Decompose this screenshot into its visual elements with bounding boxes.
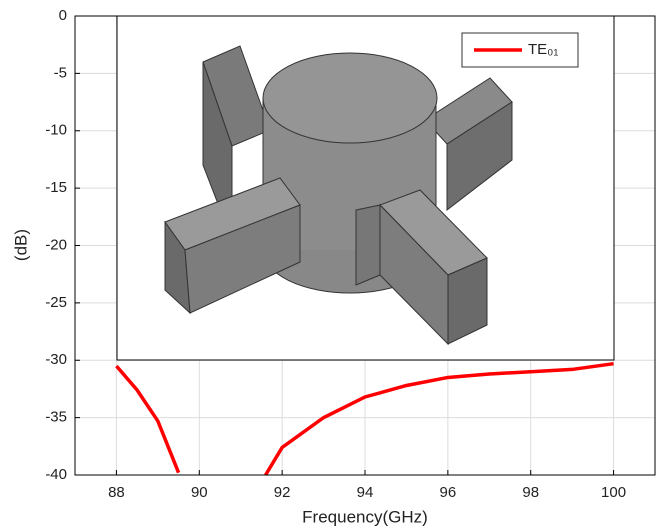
x-tick-label: 94 bbox=[357, 484, 374, 501]
y-axis-label: (dB) bbox=[11, 229, 30, 261]
x-tick-label: 100 bbox=[601, 484, 626, 501]
x-tick-label: 88 bbox=[108, 484, 125, 501]
y-tick-label: -25 bbox=[45, 294, 67, 311]
y-tick-label: 0 bbox=[59, 7, 67, 24]
y-tick-label: -15 bbox=[45, 179, 67, 196]
y-tick-label: -35 bbox=[45, 409, 67, 426]
inset-image bbox=[117, 16, 614, 360]
chart: TE₀₁ Frequency(GHz) (dB) 0 -5 -10 -15 -20 -25… bbox=[0, 0, 666, 532]
legend: TE₀₁ bbox=[462, 33, 578, 67]
x-tick-label: 98 bbox=[522, 484, 539, 501]
x-tick-label: 96 bbox=[440, 484, 457, 501]
y-tick-label: -40 bbox=[45, 466, 67, 483]
x-tick-label: 92 bbox=[274, 484, 291, 501]
x-tick-label: 90 bbox=[191, 484, 208, 501]
x-axis-label: Frequency(GHz) bbox=[302, 507, 428, 526]
y-tick-label: -20 bbox=[45, 236, 67, 253]
y-tick-label: -30 bbox=[45, 351, 67, 368]
y-tick-label: -5 bbox=[54, 64, 67, 81]
legend-label: TE₀₁ bbox=[528, 41, 558, 58]
page: {"chart_data": {"type": "line", "x_label… bbox=[0, 0, 666, 532]
y-tick-label: -10 bbox=[45, 122, 67, 139]
